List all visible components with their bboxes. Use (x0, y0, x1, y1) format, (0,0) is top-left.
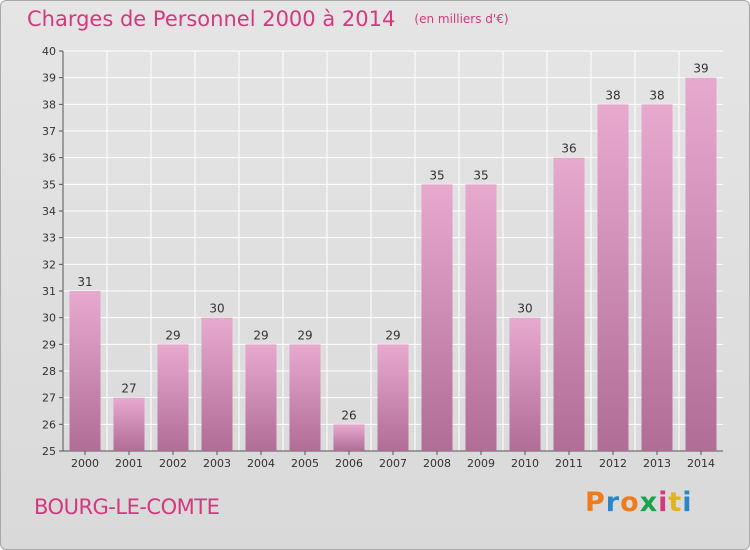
bar (553, 157, 585, 451)
place-name: BOURG-LE-COMTE (34, 495, 220, 519)
bar (333, 424, 365, 451)
x-tick-label: 2004 (247, 457, 275, 470)
y-tick-label: 29 (42, 338, 56, 351)
data-label: 38 (649, 88, 664, 102)
data-label: 35 (429, 168, 444, 182)
data-label: 29 (253, 328, 268, 342)
bar (377, 344, 409, 451)
data-label: 27 (121, 382, 136, 396)
y-tick-label: 25 (42, 445, 56, 458)
chart-unit: (en milliers d'€) (414, 12, 509, 26)
y-tick-label: 32 (42, 258, 56, 271)
data-label: 29 (385, 328, 400, 342)
data-label: 29 (165, 328, 180, 342)
logo-letter: r (605, 487, 621, 518)
bar (157, 344, 189, 451)
proxiti-logo: Proxiti (585, 487, 693, 518)
x-tick-label: 2007 (379, 457, 407, 470)
data-label: 38 (605, 88, 620, 102)
labels: 25 26 27 28 29 30 31 32 33 34 35 36 37 38 39 40 2000 31 20… (42, 45, 715, 470)
bar (465, 184, 497, 452)
x-tick-label: 2013 (643, 457, 671, 470)
x-tick-label: 2010 (511, 457, 539, 470)
data-label: 30 (517, 302, 532, 316)
logo-letter: t (668, 487, 683, 518)
data-label: 36 (561, 142, 576, 156)
bar (509, 317, 541, 451)
y-tick-label: 33 (42, 232, 56, 245)
x-tick-label: 2008 (423, 457, 451, 470)
bar (201, 317, 233, 451)
data-label: 26 (341, 408, 356, 422)
y-tick-label: 35 (42, 178, 56, 191)
x-tick-label: 2014 (687, 457, 715, 470)
x-tick-label: 2006 (335, 457, 363, 470)
x-tick-label: 2005 (291, 457, 319, 470)
y-tick-label: 34 (42, 205, 56, 218)
logo-letter: i (658, 487, 669, 518)
x-tick-label: 2003 (203, 457, 231, 470)
bar (597, 104, 629, 451)
data-label: 30 (209, 302, 224, 316)
y-tick-label: 28 (42, 365, 56, 378)
logo-letter: x (639, 487, 659, 518)
x-tick-label: 2000 (71, 457, 99, 470)
x-tick-label: 2002 (159, 457, 187, 470)
y-tick-label: 40 (42, 45, 56, 58)
y-tick-label: 30 (42, 312, 56, 325)
logo-letter: o (620, 487, 640, 518)
bar (289, 344, 321, 451)
bar (245, 344, 277, 451)
bar (421, 184, 453, 452)
chart-title: Charges de Personnel 2000 à 2014 (27, 7, 396, 31)
data-label: 29 (297, 328, 312, 342)
logo-letter: P (585, 487, 606, 518)
y-tick-label: 37 (42, 125, 56, 138)
bar (641, 104, 673, 451)
data-label: 39 (693, 62, 708, 76)
data-label: 31 (77, 275, 92, 289)
y-tick-label: 39 (42, 72, 56, 85)
logo-letter: i (682, 487, 693, 518)
bar (69, 291, 101, 451)
y-tick-label: 27 (42, 392, 56, 405)
x-tick-label: 2012 (599, 457, 627, 470)
y-tick-label: 26 (42, 418, 56, 431)
x-tick-label: 2001 (115, 457, 143, 470)
bar (113, 397, 145, 451)
y-tick-label: 31 (42, 285, 56, 298)
x-tick-label: 2011 (555, 457, 583, 470)
bars (69, 77, 717, 452)
y-tick-label: 38 (42, 98, 56, 111)
bar (685, 77, 717, 452)
y-tick-label: 36 (42, 152, 56, 165)
x-tick-label: 2009 (467, 457, 495, 470)
data-label: 35 (473, 168, 488, 182)
title-row: Charges de Personnel 2000 à 2014 (en mil… (27, 7, 509, 31)
